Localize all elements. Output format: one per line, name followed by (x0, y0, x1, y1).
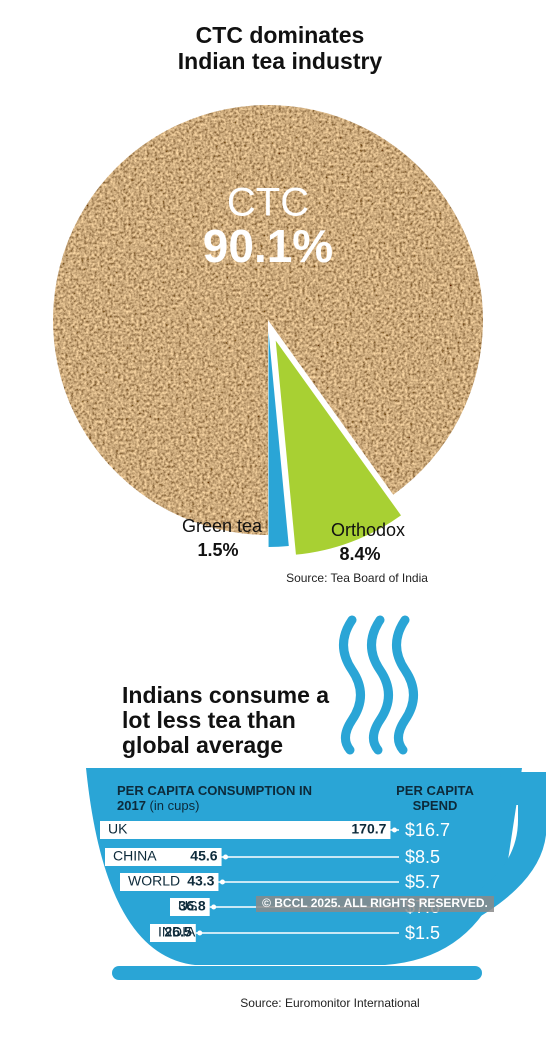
leader-dot (211, 904, 217, 910)
category-label: CHINA (113, 848, 157, 864)
series-name: PER CAPITA CONSUMPTION IN 2017 (117, 783, 313, 813)
source: Source: Tea Board of India (286, 571, 428, 585)
cup-handle (465, 772, 546, 925)
pie-slice (268, 331, 289, 547)
leader-dot (391, 827, 397, 833)
saucer (112, 966, 482, 980)
watermark: © BCCL 2025. ALL RIGHTS RESERVED. (262, 896, 488, 910)
bar (100, 821, 391, 839)
value-label: 26.5 (165, 924, 192, 940)
slice-value: 1.5% (197, 540, 238, 560)
unit: (in cups) (149, 798, 200, 813)
spend-label: $8.5 (405, 847, 440, 867)
category-label: US (178, 898, 197, 914)
slice-value: 8.4% (339, 544, 380, 564)
leader-dot (219, 879, 225, 885)
bar-chart: UK 170.7 $16.7 CHINA 45.6 $8.5 WORLD 43.3 $5.7 US… (100, 820, 494, 1010)
category-label: INDIA (158, 924, 196, 940)
pie-title: CTC dominates Indian tea industry (177, 22, 383, 74)
watermark-bg (256, 896, 494, 912)
bar-title: Indians consume a lot less tea than glob… (122, 682, 330, 758)
pie-slice (275, 340, 401, 555)
slice-label: CTC (227, 181, 309, 225)
bar (120, 873, 219, 891)
series-name: PER CAPITA SPEND (396, 783, 474, 813)
column-header: PER CAPITA CONSUMPTION IN 2017 (in cups) (117, 783, 327, 813)
value-label: 45.6 (190, 848, 217, 864)
bar (170, 898, 210, 916)
value-label: 36.8 (178, 898, 205, 914)
slice-label: Orthodox (331, 520, 405, 540)
category-label: UK (108, 821, 128, 837)
source: Source: Euromonitor International (240, 996, 419, 1010)
steam (339, 615, 418, 755)
spend-label: $16.7 (405, 820, 450, 840)
pie-slice (52, 105, 483, 536)
slice-label: Green tea (182, 516, 263, 536)
spend-label: $1.5 (405, 923, 440, 943)
leader-dot (197, 930, 203, 936)
category-label: WORLD (128, 873, 180, 889)
value-label: 170.7 (351, 821, 386, 837)
spend-label: $5.7 (405, 872, 440, 892)
bar (150, 924, 196, 942)
leader-dot (223, 854, 229, 860)
column-header: PER CAPITA SPEND (380, 783, 490, 813)
value-label: 43.3 (187, 873, 214, 889)
bar (105, 848, 222, 866)
slice-value: 90.1% (203, 220, 333, 272)
